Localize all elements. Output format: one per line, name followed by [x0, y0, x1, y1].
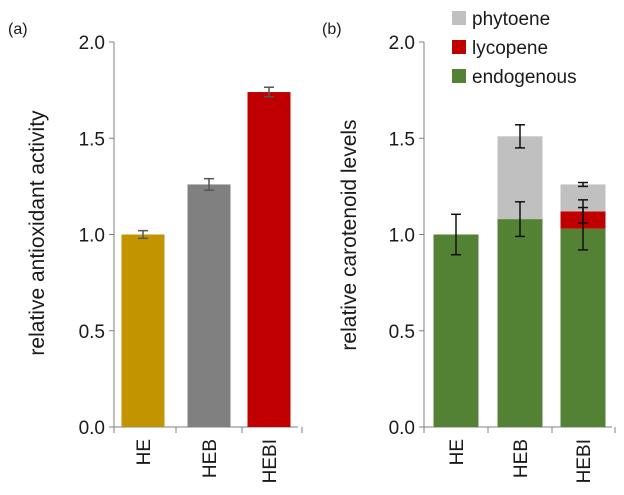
- legend-label-endogenous: endogenous: [472, 67, 577, 88]
- panel-a-y-tick-label: 1.5: [79, 129, 105, 150]
- panel-b-y-axis-label: relative carotenoid levels: [338, 119, 361, 350]
- panel-b-x-tick-label: HEB: [511, 439, 532, 478]
- panel-b-y-tick-label: 1.5: [389, 129, 415, 150]
- panel-a-x-tick-label: HEB: [200, 439, 221, 478]
- bar-he-endogenous: [433, 234, 479, 427]
- legend-label-phytoene: phytoene: [472, 9, 550, 30]
- panel-b-y-tick-label: 0.0: [389, 418, 415, 439]
- panel-b-x-tick-label: HEBI: [574, 439, 595, 483]
- panel-b-y-tick-label: 1.0: [389, 226, 415, 247]
- bar-heb-endogenous: [497, 219, 543, 427]
- panel-b-y-tick-label: 0.5: [389, 322, 415, 343]
- panel-b-y-tick-label: 2.0: [389, 33, 415, 54]
- panel-a-x-tick-label: HE: [134, 439, 155, 465]
- bar-hebi: [247, 92, 291, 428]
- panel-a-y-axis-label: relative antioxidant activity: [26, 110, 49, 356]
- panel-a-antioxidant-chart: (a) relative antioxidant activity 0.0 0.5…: [8, 21, 303, 483]
- panel-a-x-tick-label: HEBI: [260, 439, 281, 483]
- bar-heb: [187, 184, 231, 427]
- panel-a-y-tick-label: 2.0: [79, 33, 105, 54]
- legend-label-lycopene: lycopene: [472, 38, 548, 59]
- panel-b-label: (b): [322, 21, 342, 38]
- panel-a-label: (a): [8, 21, 28, 38]
- panel-b-carotenoid-chart: (b) relative carotenoid levels 0.0 0.5 1.0…: [322, 9, 616, 483]
- panel-a-y-tick-label: 0.5: [79, 322, 105, 343]
- legend-swatch-phytoene: [452, 11, 466, 25]
- bar-he: [121, 234, 165, 427]
- panel-a-y-tick-label: 0.0: [79, 418, 105, 439]
- panel-b-x-tick-label: HE: [447, 439, 468, 465]
- legend-swatch-lycopene: [452, 40, 466, 54]
- panel-a-y-tick-label: 1.0: [79, 226, 105, 247]
- bar-hebi-endogenous: [560, 228, 606, 427]
- legend-swatch-endogenous: [452, 69, 466, 83]
